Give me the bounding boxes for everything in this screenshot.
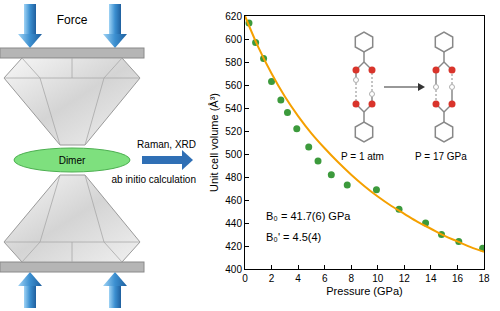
svg-text:440: 440 [225, 218, 242, 229]
svg-text:16: 16 [452, 273, 464, 284]
svg-text:B₀ = 41.7(6) GPa: B₀ = 41.7(6) GPa [266, 210, 351, 222]
svg-text:10: 10 [372, 273, 384, 284]
svg-text:12: 12 [399, 273, 411, 284]
svg-text:P = 1 atm: P = 1 atm [341, 151, 384, 162]
svg-text:560: 560 [225, 80, 242, 91]
svg-text:18: 18 [478, 273, 490, 284]
svg-text:8: 8 [348, 273, 354, 284]
svg-text:420: 420 [225, 241, 242, 252]
svg-text:B₀' = 4.5(4): B₀' = 4.5(4) [266, 231, 321, 243]
svg-text:ab initio calculation: ab initio calculation [112, 174, 197, 185]
svg-text:Raman, XRD: Raman, XRD [137, 139, 196, 150]
svg-text:6: 6 [322, 273, 328, 284]
svg-text:540: 540 [225, 103, 242, 114]
svg-text:14: 14 [425, 273, 437, 284]
svg-text:Unit cell volume (Å³): Unit cell volume (Å³) [208, 93, 220, 192]
svg-text:2: 2 [269, 273, 275, 284]
svg-text:Force: Force [57, 13, 88, 27]
svg-text:600: 600 [225, 34, 242, 45]
svg-text:0: 0 [242, 273, 248, 284]
svg-text:Pressure (GPa): Pressure (GPa) [326, 285, 402, 297]
svg-text:620: 620 [225, 11, 242, 22]
svg-text:4: 4 [295, 273, 301, 284]
svg-text:480: 480 [225, 172, 242, 183]
svg-text:P = 17 GPa: P = 17 GPa [415, 151, 467, 162]
svg-text:460: 460 [225, 195, 242, 206]
svg-text:500: 500 [225, 149, 242, 160]
svg-text:580: 580 [225, 57, 242, 68]
svg-text:520: 520 [225, 126, 242, 137]
svg-text:Dimer: Dimer [59, 155, 86, 166]
svg-text:400: 400 [225, 264, 242, 275]
